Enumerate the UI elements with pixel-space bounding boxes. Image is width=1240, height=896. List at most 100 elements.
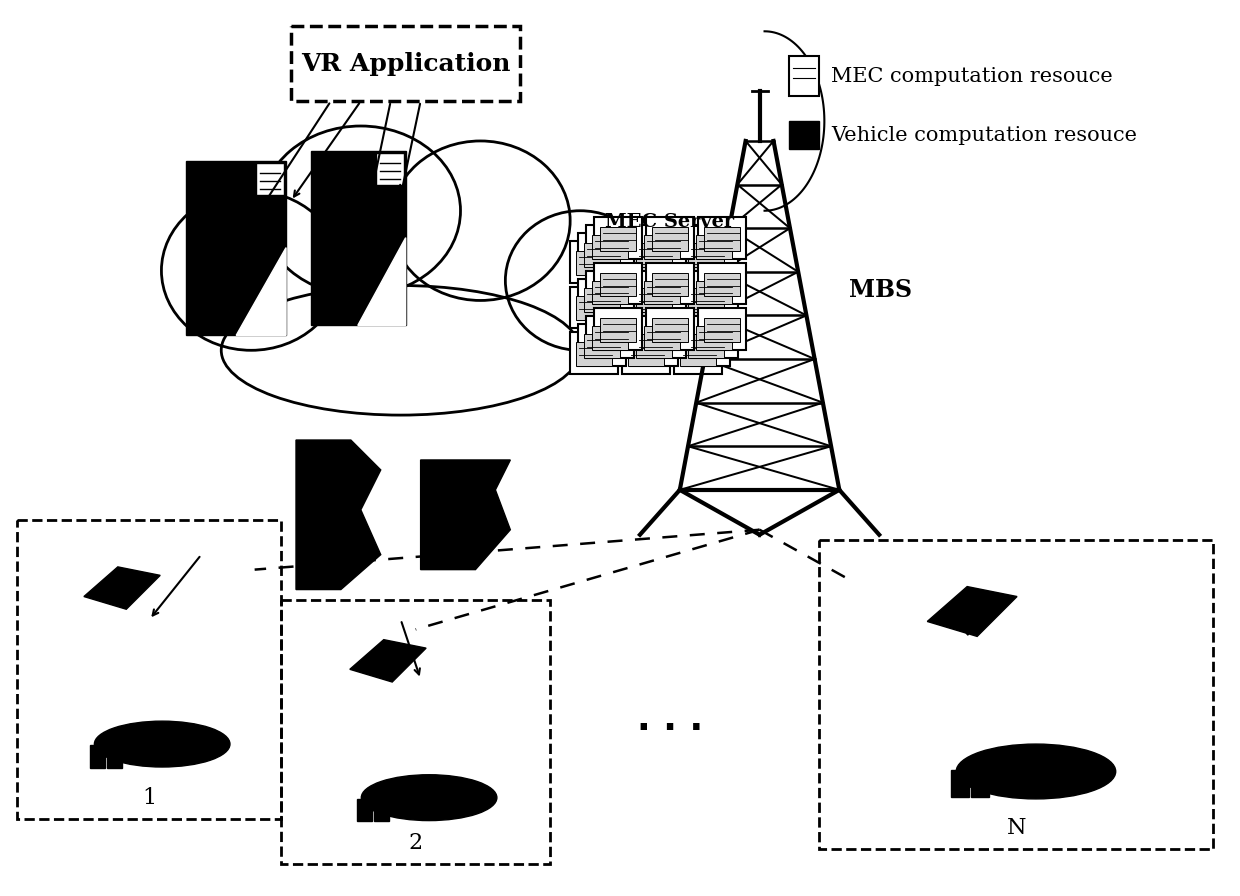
Bar [790,56,820,96]
Ellipse shape [361,775,497,821]
Bar [622,332,670,375]
Bar [577,342,613,366]
Bar [186,161,286,335]
Text: 1: 1 [141,787,156,809]
Bar [591,280,627,305]
Bar [594,308,642,350]
Bar [291,26,521,101]
Bar [591,235,627,259]
Ellipse shape [161,191,341,350]
Bar [107,745,122,768]
Bar [652,227,688,251]
Bar [91,745,105,768]
Ellipse shape [262,126,460,296]
Bar [630,233,678,274]
Bar [698,308,745,350]
Bar [584,243,620,267]
Bar [696,326,732,350]
Bar [577,251,613,274]
Bar [646,308,693,350]
Bar [680,342,715,366]
Bar [600,227,636,251]
Text: Vehicle computation resouce: Vehicle computation resouce [831,126,1137,145]
Ellipse shape [506,211,655,350]
Bar [680,297,715,321]
Bar [374,798,389,821]
Bar [790,121,820,149]
Ellipse shape [391,141,570,300]
Polygon shape [420,460,511,570]
Bar [622,287,670,328]
Bar [636,243,672,267]
Bar [257,163,284,194]
Bar [636,334,672,358]
Bar [637,316,686,358]
Bar [698,263,745,305]
Bar [704,318,739,342]
Ellipse shape [221,286,580,415]
Bar [622,241,670,282]
Bar [704,272,739,297]
Bar [627,342,663,366]
Bar [17,520,281,819]
Bar [646,263,693,305]
Ellipse shape [94,721,229,767]
Bar [646,217,693,259]
Bar [636,289,672,313]
Bar [682,279,729,321]
Text: 2: 2 [408,831,423,854]
Bar [630,324,678,366]
Bar [630,279,678,321]
Bar [673,332,722,375]
Text: MEC Server: MEC Server [605,212,734,230]
Bar [577,297,613,321]
Bar [587,271,634,313]
Bar [673,241,722,282]
Bar [688,289,724,313]
Bar [698,217,745,259]
Bar [689,225,738,267]
Text: VR Application: VR Application [301,52,511,75]
Bar [570,241,618,282]
Bar [600,318,636,342]
Bar [644,235,680,259]
Bar [696,280,732,305]
Bar [627,297,663,321]
Polygon shape [84,567,160,609]
Bar [357,798,372,821]
Text: N: N [1007,817,1025,839]
Bar [587,225,634,267]
Bar [689,271,738,313]
Bar [594,217,642,259]
Bar [637,271,686,313]
Bar [594,263,642,305]
Bar [587,316,634,358]
Bar [584,289,620,313]
Bar [627,251,663,274]
Bar [584,334,620,358]
Bar [971,771,990,797]
Polygon shape [350,640,427,682]
Polygon shape [236,247,286,335]
Bar [652,318,688,342]
Bar [591,326,627,350]
Bar [570,332,618,375]
Polygon shape [928,587,1017,636]
Bar [281,599,551,864]
Bar [682,233,729,274]
Bar [704,227,739,251]
Bar [820,539,1213,849]
Bar [637,225,686,267]
Text: MBS: MBS [849,279,913,303]
Text: MEC computation resouce: MEC computation resouce [831,66,1114,86]
Bar [644,280,680,305]
Bar [570,287,618,328]
Bar [688,334,724,358]
Ellipse shape [956,744,1116,799]
Bar [578,279,626,321]
Bar [311,151,405,325]
Bar [376,153,404,185]
Text: · · ·: · · · [637,712,703,746]
Bar [951,771,970,797]
Bar [578,324,626,366]
